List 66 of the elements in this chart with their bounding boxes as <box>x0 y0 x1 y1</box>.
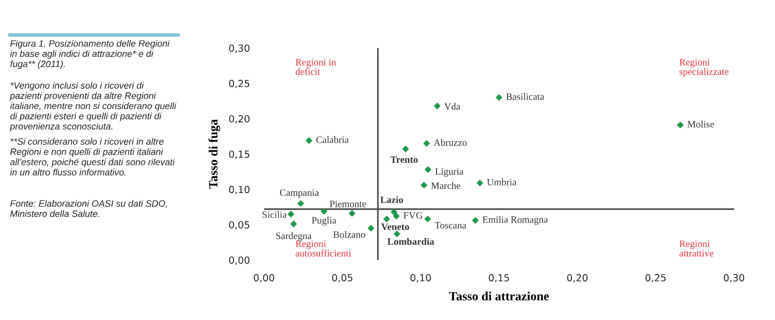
y-tick-label: 0,10 <box>229 186 250 194</box>
annotation: FVG <box>404 212 422 219</box>
point <box>676 122 684 128</box>
annotation: Basilicata <box>506 93 544 100</box>
y-axis-title: Tasso di fuga <box>208 119 220 189</box>
point <box>423 140 430 147</box>
y-tick-label: 0,20 <box>229 115 250 124</box>
point <box>394 230 400 238</box>
annotation: Sardegna <box>276 232 312 242</box>
annotation: Marche <box>431 182 460 189</box>
text: *Vengono inclusi solo i ricoveri di pazienti provenienti da altre Regioni italiane, mentre non si considerano quelli di pazienti esteri e quelli di pazienti di provenienza sconosciuta. <box>10 82 176 132</box>
text: **Si considerano solo i ricoveri in altre Regioni e non quelli di pazienti italiani all’estero, poiché questi dati sono rilevati in un altro flusso informativo. <box>10 138 175 176</box>
point <box>290 220 298 228</box>
point <box>424 216 432 222</box>
annotation: Sicilia <box>262 211 287 218</box>
point <box>297 200 304 207</box>
point <box>348 210 356 217</box>
point <box>434 102 441 110</box>
point <box>288 210 294 218</box>
x-tick-label: 0,05 <box>332 274 352 282</box>
annotation: Toscana <box>434 222 466 229</box>
x-tick-label: 0,25 <box>645 274 666 282</box>
y-tick-label: 0,05 <box>229 221 250 230</box>
annotation: Calabria <box>316 136 349 144</box>
source-note: Fonte: Elaborazioni OASI su dati SDO, Ministero della Salute. <box>10 200 167 217</box>
point <box>424 166 432 173</box>
point <box>320 208 328 215</box>
annotation: Piemonte <box>330 200 366 208</box>
point <box>420 182 428 188</box>
point <box>402 146 410 152</box>
annotation: Molise <box>687 120 714 128</box>
point <box>306 137 312 144</box>
point <box>472 217 479 224</box>
x-tick-label: 0,10 <box>410 274 431 282</box>
annotation: Emilia Romagna <box>482 216 548 225</box>
x-tick-label: 0,30 <box>724 274 744 282</box>
x-tick-label: 0,00 <box>254 274 274 282</box>
y-tick-label: 0,00 <box>229 256 250 265</box>
x-tick-label: 0,15 <box>488 274 509 282</box>
annotation: Abruzzo <box>434 138 467 146</box>
annotation: Vda <box>444 102 460 110</box>
annotation: Trento <box>390 156 418 163</box>
x-tick-label: 0,20 <box>567 274 588 282</box>
annotation: Bolzano <box>333 230 366 238</box>
point <box>392 212 400 220</box>
point <box>496 94 502 101</box>
x-axis-title: Tasso di attrazione <box>449 292 549 300</box>
y-tick-label: 0,15 <box>229 150 250 159</box>
annotation: Lazio <box>380 196 403 204</box>
point <box>368 224 374 232</box>
annotation: Umbria <box>487 178 516 186</box>
annotation: Veneto <box>381 224 410 230</box>
point <box>476 180 484 186</box>
point <box>390 208 398 216</box>
text: Figura 1. Posizionamento delle Regioni in base agli indici di attrazione* e di fuga** (2011). <box>10 40 170 69</box>
annotation: Campania <box>280 189 319 198</box>
annotation: Regioni specializzate <box>679 58 728 77</box>
y-tick-label: 0,30 <box>229 44 250 53</box>
point <box>383 216 390 222</box>
annotation: Regioni in deficit <box>296 58 336 75</box>
annotation: Liguria <box>435 168 464 177</box>
y-tick-label: 0,25 <box>229 80 250 88</box>
annotation: Puglia <box>312 216 336 226</box>
annotation: Regioni attrattive <box>679 240 714 257</box>
annotation: Lombardia <box>387 238 434 245</box>
annotation: Regioni autosufficienti <box>296 240 352 257</box>
